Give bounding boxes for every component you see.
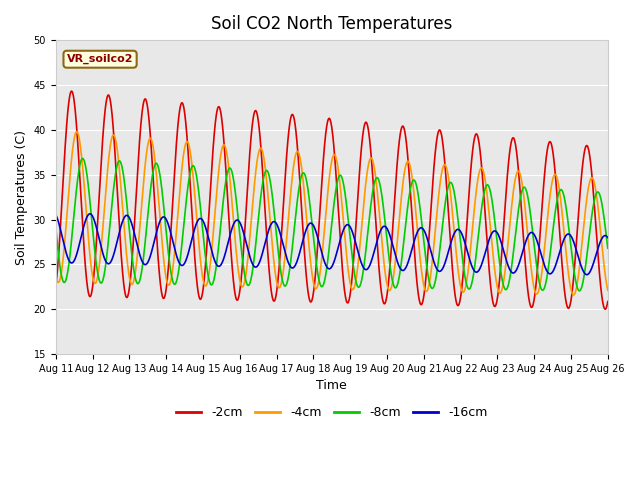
-4cm (593, 198, 601, 204)
-4cm (73, 129, 81, 134)
-8cm (604, 245, 612, 251)
-8cm (593, 189, 601, 195)
-8cm (575, 288, 583, 294)
-16cm (583, 272, 591, 277)
-4cm (115, 162, 123, 168)
Line: -2cm: -2cm (56, 91, 608, 309)
X-axis label: Time: Time (316, 379, 347, 392)
-4cm (570, 292, 577, 298)
-16cm (52, 212, 60, 217)
-2cm (52, 283, 60, 289)
Line: -16cm: -16cm (56, 214, 608, 275)
-4cm (264, 189, 271, 194)
-16cm (148, 249, 156, 254)
Line: -4cm: -4cm (56, 132, 608, 295)
-2cm (115, 216, 123, 222)
-16cm (86, 211, 94, 216)
Legend: -2cm, -4cm, -8cm, -16cm: -2cm, -4cm, -8cm, -16cm (171, 401, 493, 424)
-2cm (534, 264, 541, 270)
-2cm (604, 299, 612, 304)
-8cm (264, 168, 271, 174)
-2cm (593, 240, 601, 246)
-8cm (148, 178, 156, 183)
-4cm (534, 290, 541, 296)
-2cm (68, 88, 76, 94)
-8cm (115, 158, 123, 164)
-16cm (115, 231, 123, 237)
-2cm (148, 151, 156, 157)
-16cm (534, 240, 541, 246)
-4cm (288, 181, 296, 187)
-2cm (602, 306, 609, 312)
-8cm (52, 225, 60, 230)
-2cm (264, 248, 271, 253)
Text: VR_soilco2: VR_soilco2 (67, 54, 133, 64)
-2cm (288, 112, 296, 118)
-4cm (148, 137, 156, 143)
-16cm (604, 235, 612, 240)
-16cm (288, 265, 296, 271)
Line: -8cm: -8cm (56, 158, 608, 291)
-4cm (604, 288, 612, 293)
-16cm (264, 231, 271, 237)
-4cm (52, 272, 60, 278)
Y-axis label: Soil Temperatures (C): Soil Temperatures (C) (15, 130, 28, 264)
-8cm (534, 270, 541, 276)
Title: Soil CO2 North Temperatures: Soil CO2 North Temperatures (211, 15, 452, 33)
-16cm (593, 248, 601, 253)
-8cm (79, 156, 86, 161)
-8cm (288, 252, 296, 257)
